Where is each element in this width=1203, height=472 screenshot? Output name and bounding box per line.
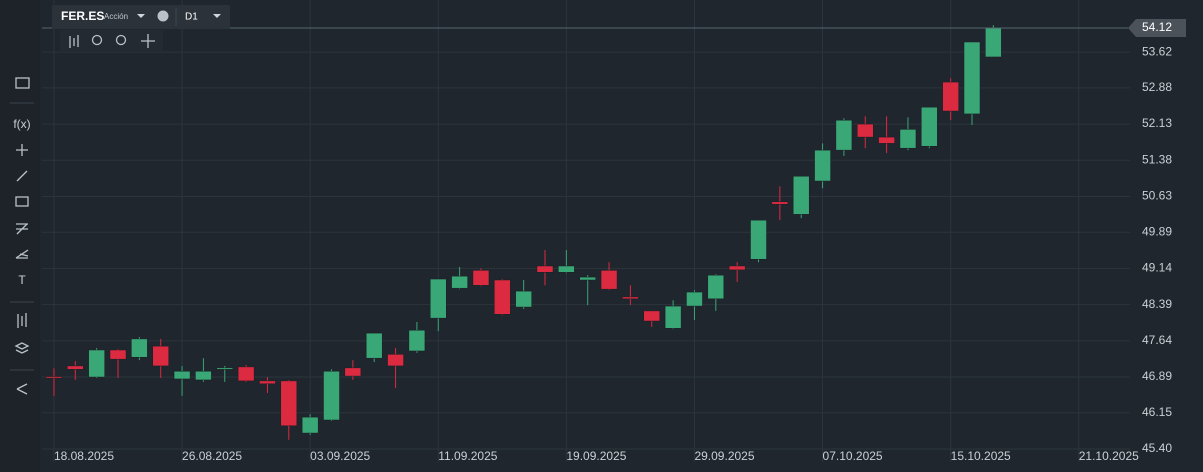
candle-tool[interactable] — [69, 35, 79, 48]
x-tick-label: 29.09.2025 — [694, 449, 754, 463]
x-tick-label: 11.09.2025 — [438, 449, 497, 463]
candle-body — [857, 123, 874, 138]
candle-body — [664, 305, 682, 329]
candle-body — [472, 270, 490, 286]
pan-tool[interactable] — [141, 34, 155, 48]
y-tick-label: 50.63 — [1142, 189, 1172, 203]
y-tick-label: 46.15 — [1142, 405, 1172, 419]
candle-body — [365, 332, 383, 359]
candle-body — [67, 365, 84, 370]
dropdown-arrow[interactable] — [213, 14, 221, 18]
rect-icon[interactable] — [15, 196, 29, 207]
last-price-tag — [1128, 19, 1186, 37]
share-icon[interactable] — [16, 383, 28, 395]
layers-icon[interactable] — [14, 342, 30, 354]
candle-body — [579, 276, 596, 281]
y-tick-label: 47.64 — [1142, 333, 1172, 347]
candle-body — [408, 329, 426, 352]
candle-body — [771, 201, 789, 205]
candle-body — [600, 270, 618, 290]
candle-body — [899, 129, 917, 149]
x-tick-label: 21.10.2025 — [1079, 449, 1139, 463]
window-icon[interactable] — [15, 77, 30, 89]
zoom-in[interactable] — [115, 34, 127, 46]
candle-body — [45, 376, 63, 379]
candle-body — [878, 136, 895, 144]
indicator-icon[interactable] — [17, 313, 27, 328]
y-tick-label: 52.13 — [1142, 116, 1172, 130]
candle-body — [237, 366, 255, 382]
crosshair-icon[interactable] — [16, 144, 28, 156]
last-price-label: 54.12 — [1142, 20, 1172, 34]
instrument-type: Acción — [104, 12, 128, 21]
y-tick-label: 45.40 — [1142, 441, 1172, 455]
x-tick-label: 19.09.2025 — [566, 449, 626, 463]
y-tick-label: 49.14 — [1142, 261, 1172, 275]
pattern-icon[interactable] — [15, 249, 29, 259]
candle-body — [494, 279, 511, 315]
zoom-out[interactable] — [91, 34, 103, 46]
candle-body — [515, 290, 532, 308]
function-icon[interactable]: f(x) — [13, 117, 30, 131]
y-tick-label: 49.89 — [1142, 224, 1172, 238]
candle-body — [344, 367, 362, 377]
candle-body — [301, 416, 319, 434]
fib-icon[interactable] — [16, 223, 28, 235]
candle-body — [536, 265, 554, 273]
text-icon[interactable]: T — [18, 273, 26, 287]
candle-body — [622, 296, 639, 300]
candle-body — [792, 175, 810, 215]
candle-body — [173, 370, 191, 380]
y-tick-label: 53.62 — [1142, 44, 1172, 58]
candle-body — [750, 219, 767, 260]
candle-body — [430, 278, 447, 319]
symbol[interactable]: FER.ES — [61, 9, 104, 23]
x-tick-label: 07.10.2025 — [823, 449, 883, 463]
info-icon[interactable] — [157, 10, 169, 22]
candle-body — [259, 380, 276, 385]
y-tick-label: 48.39 — [1142, 297, 1172, 311]
candle-body — [451, 275, 468, 289]
timeframe[interactable]: D1 — [185, 12, 198, 23]
candle-body — [280, 380, 298, 427]
candle-body — [88, 349, 105, 378]
candle-body — [387, 354, 404, 367]
toolbar-icons: f(x) T — [10, 77, 34, 395]
left-toolbar — [0, 0, 40, 472]
candle-body — [963, 41, 981, 115]
candle-body — [152, 345, 169, 367]
candle-body — [131, 338, 148, 358]
candle-body — [686, 291, 703, 307]
y-tick-label: 52.88 — [1142, 80, 1172, 94]
x-tick-label: 26.08.2025 — [182, 449, 242, 463]
candle-body — [985, 27, 1002, 58]
y-tick-label: 51.38 — [1142, 152, 1172, 166]
candle-body — [814, 149, 831, 182]
dropdown-arrow[interactable] — [137, 14, 145, 18]
x-tick-label: 18.08.2025 — [54, 449, 114, 463]
candle-body — [109, 349, 127, 360]
y-tick-label: 46.89 — [1142, 369, 1172, 383]
chart-tools — [60, 30, 163, 52]
candle-body — [921, 106, 938, 147]
candle-body — [216, 367, 234, 370]
candle-body — [942, 81, 959, 112]
candle-body — [643, 310, 661, 322]
x-tick-label: 03.09.2025 — [310, 449, 370, 463]
x-tick-label: 15.10.2025 — [951, 449, 1011, 463]
candle-body — [835, 119, 853, 151]
candle-body — [558, 265, 575, 273]
line-icon[interactable] — [16, 170, 28, 182]
candle-body — [195, 370, 212, 381]
candle-body — [707, 274, 725, 300]
candle-body — [323, 370, 340, 421]
candle-body — [728, 265, 746, 271]
header: FER.ES Acción D1 — [52, 5, 230, 52]
